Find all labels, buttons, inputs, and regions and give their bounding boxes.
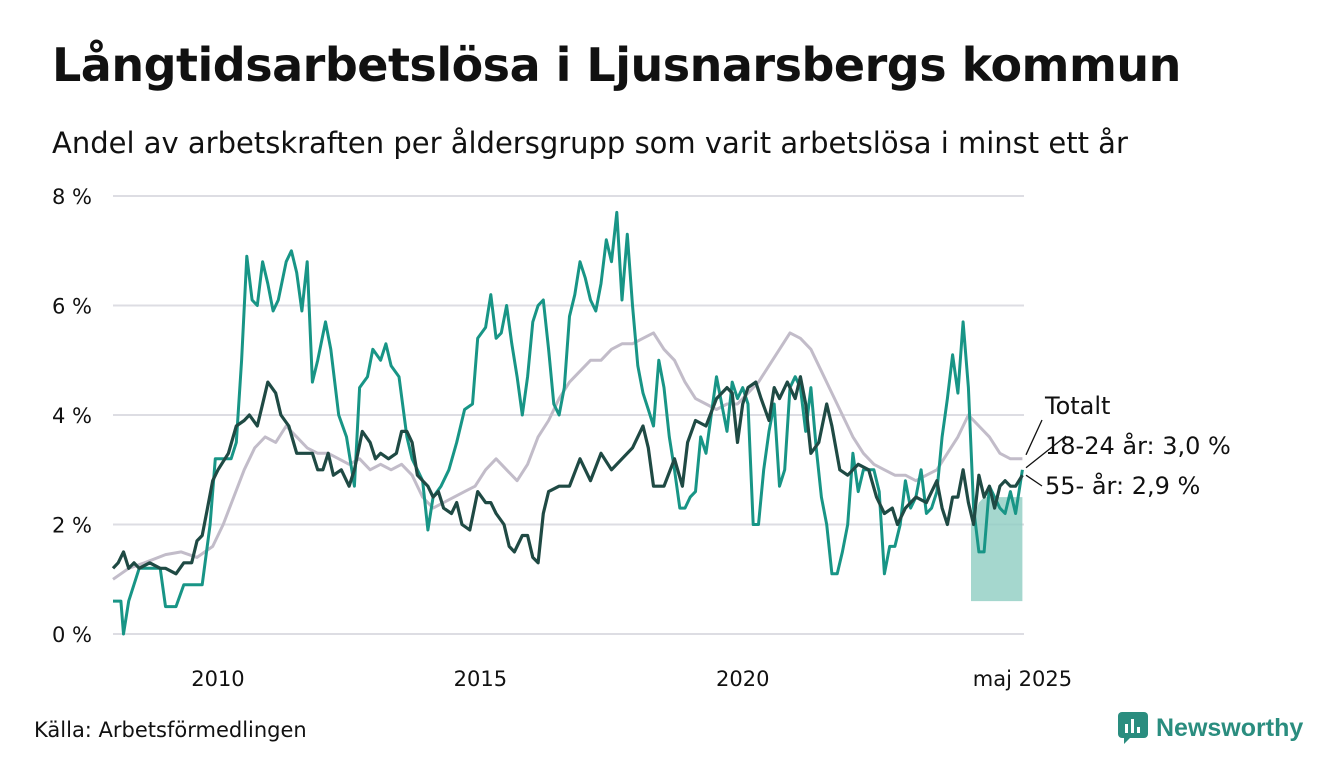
uncertainty-band [971, 497, 1023, 602]
series-line-totalt [112, 331, 1023, 581]
y-tick-label: 2 % [52, 514, 92, 538]
leader-55 [1025, 474, 1043, 487]
chart-title: Långtidsarbetslösa i Ljusnarsbergs kommu… [52, 38, 1181, 92]
newsworthy-logo-icon [1118, 712, 1148, 744]
series-labels: Totalt 18-24 år: 3,0 % 55- år: 2,9 % [1025, 392, 1231, 500]
series-line-55 [111, 375, 1024, 576]
y-tick-label: 6 % [52, 295, 92, 319]
series-line-18-24 [113, 210, 1024, 636]
x-tick-label: 2010 [191, 667, 244, 691]
brand-name: Newsworthy [1156, 713, 1304, 742]
grid-lines [113, 195, 1024, 635]
line-chart: 0 % 2 % 4 % 6 % 8 % 2010 2015 2020 maj 2025 Tot… [52, 185, 1231, 691]
chart-subtitle: Andel av arbetskraften per åldersgrupp s… [52, 126, 1128, 160]
x-tick-label: 2015 [454, 667, 507, 691]
y-tick-label: 0 % [52, 623, 92, 647]
x-tick-label: 2020 [716, 667, 769, 691]
series-lines [111, 210, 1024, 636]
newsworthy-logo: Newsworthy [1118, 712, 1303, 744]
label-55: 55- år: 2,9 % [1045, 471, 1200, 500]
leader-18-24 [1025, 435, 1067, 469]
label-18-24: 18-24 år: 3,0 % [1045, 431, 1231, 460]
band-area [971, 497, 1023, 602]
leader-totalt [1025, 419, 1043, 456]
y-tick-label: 8 % [52, 185, 92, 209]
y-tick-label: 4 % [52, 404, 92, 428]
y-axis-ticks: 0 % 2 % 4 % 6 % 8 % [52, 185, 92, 647]
x-axis-ticks: 2010 2015 2020 maj 2025 [191, 667, 1072, 691]
label-totalt: Totalt [1044, 392, 1110, 420]
x-tick-label: maj 2025 [973, 667, 1072, 691]
source-note: Källa: Arbetsförmedlingen [34, 718, 307, 742]
